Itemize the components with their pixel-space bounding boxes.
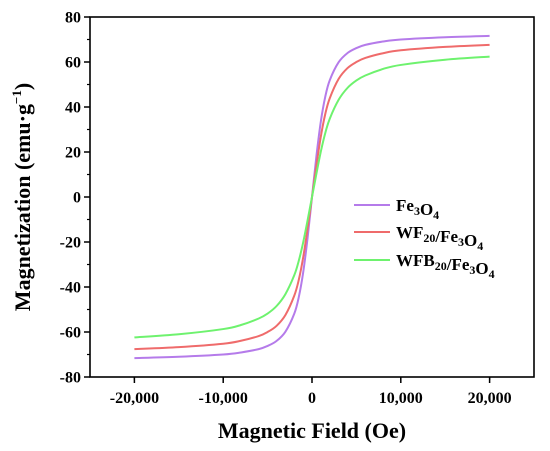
y-tick-label: -40 <box>60 280 81 297</box>
y-tick-label: 20 <box>65 145 81 162</box>
x-tick-label: 0 <box>308 390 316 407</box>
y-tick-label: 0 <box>73 190 81 207</box>
legend-label-1: WF20/Fe3O4 <box>396 223 483 253</box>
x-tick-label: 20,000 <box>468 390 512 407</box>
x-tick-label: -10,000 <box>199 390 248 407</box>
x-tick-label: 10,000 <box>379 390 423 407</box>
x-axis-ticks: -20,000 -10,000 0 10,000 20,000 <box>110 377 512 407</box>
y-tick-label: 60 <box>65 55 81 72</box>
y-tick-label: 40 <box>65 100 81 117</box>
y-tick-label: -60 <box>60 325 81 342</box>
legend-label-2: WFB20/Fe3O4 <box>396 251 495 281</box>
series-layer <box>134 34 490 360</box>
x-axis-title: Magnetic Field (Oe) <box>218 418 406 443</box>
legend-label-0: Fe3O4 <box>396 196 439 222</box>
y-axis-ticks: -80 -60 -40 -20 0 20 40 60 80 <box>60 10 90 387</box>
series-line-2 <box>134 55 490 339</box>
x-tick-label: -20,000 <box>110 390 159 407</box>
y-tick-label: 80 <box>65 10 81 27</box>
y-tick-label: -80 <box>60 370 81 387</box>
y-axis-title: Magnetization (emu·g−1) <box>9 83 35 311</box>
y-tick-label: -20 <box>60 235 81 252</box>
